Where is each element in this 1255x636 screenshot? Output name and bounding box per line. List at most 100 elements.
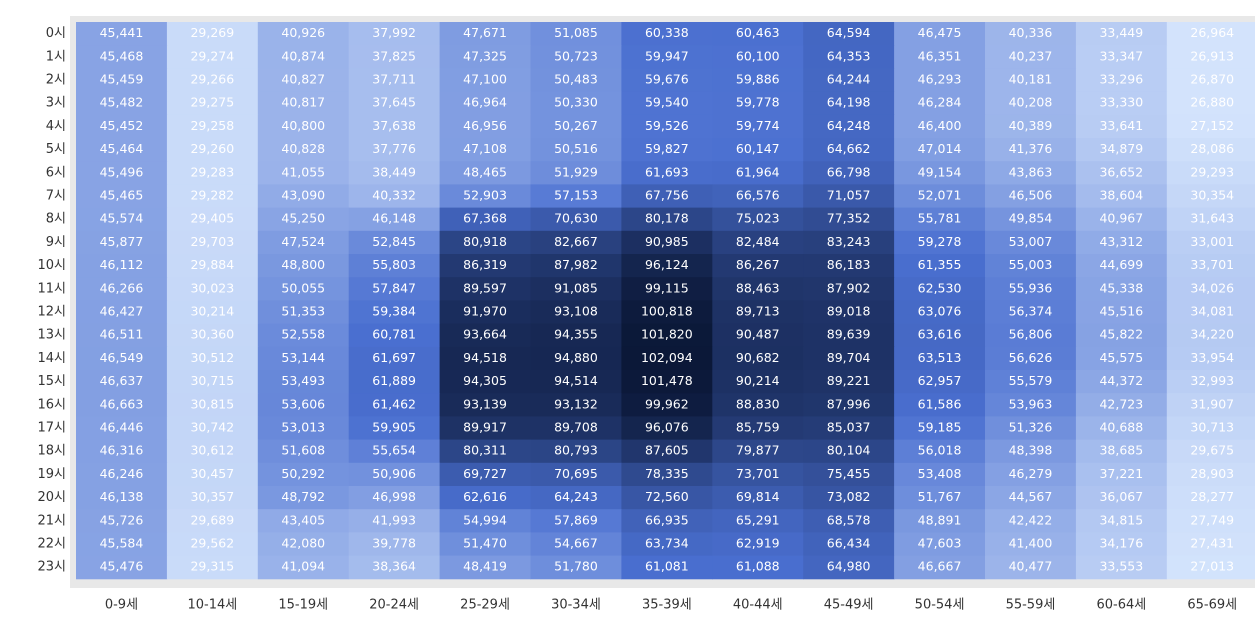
cell-label: 46,446 bbox=[100, 420, 144, 435]
cell-label: 61,462 bbox=[372, 396, 416, 411]
cell bbox=[1166, 370, 1255, 394]
cell-label: 27,749 bbox=[1190, 512, 1234, 527]
cell bbox=[894, 230, 986, 255]
cell-label: 60,147 bbox=[736, 141, 780, 156]
cell bbox=[439, 300, 531, 325]
cell bbox=[985, 114, 1077, 139]
cell-label: 94,355 bbox=[554, 327, 598, 342]
cell-label: 26,870 bbox=[1190, 72, 1234, 87]
cell bbox=[894, 346, 986, 371]
cell-label: 63,513 bbox=[918, 350, 962, 365]
cell bbox=[894, 22, 986, 46]
cell-label: 60,463 bbox=[736, 25, 780, 40]
cell-label: 30,357 bbox=[190, 489, 234, 504]
cell-label: 27,152 bbox=[1190, 118, 1234, 133]
cell bbox=[712, 161, 804, 185]
cell-label: 30,360 bbox=[190, 327, 234, 342]
cell-label: 45,464 bbox=[100, 141, 144, 156]
cell-label: 38,364 bbox=[372, 559, 416, 574]
cell bbox=[894, 207, 986, 232]
cell bbox=[348, 486, 441, 510]
cell bbox=[621, 370, 713, 394]
cell bbox=[348, 22, 441, 46]
cell-label: 57,153 bbox=[554, 188, 598, 203]
cell-label: 94,880 bbox=[554, 350, 598, 365]
cell-label: 67,756 bbox=[645, 188, 689, 203]
cell-label: 42,723 bbox=[1099, 396, 1143, 411]
cell-label: 89,018 bbox=[827, 304, 871, 319]
cell-label: 37,638 bbox=[372, 118, 416, 133]
cell-label: 37,776 bbox=[372, 141, 416, 156]
cell bbox=[257, 207, 350, 232]
cell-label: 28,277 bbox=[1190, 489, 1234, 504]
cell bbox=[76, 346, 168, 371]
cell bbox=[894, 161, 986, 185]
cell-label: 75,455 bbox=[827, 466, 871, 481]
cell-label: 46,637 bbox=[100, 373, 144, 388]
cell-label: 29,703 bbox=[190, 234, 234, 249]
cell bbox=[166, 22, 259, 46]
cell bbox=[439, 114, 531, 139]
cell-label: 50,292 bbox=[281, 466, 325, 481]
cell-label: 42,080 bbox=[281, 536, 325, 551]
cell-label: 50,483 bbox=[554, 72, 598, 87]
cell bbox=[166, 277, 259, 301]
cell bbox=[76, 416, 168, 441]
cell bbox=[1075, 416, 1168, 441]
cell bbox=[348, 114, 441, 139]
cell-label: 45,574 bbox=[100, 211, 144, 226]
cell bbox=[803, 68, 895, 93]
cell-label: 48,891 bbox=[918, 512, 962, 527]
cell bbox=[76, 532, 168, 557]
cell-label: 45,584 bbox=[100, 536, 144, 551]
cell-label: 53,408 bbox=[918, 466, 962, 481]
cell-label: 32,993 bbox=[1190, 373, 1234, 388]
cell-label: 53,013 bbox=[281, 420, 325, 435]
cell bbox=[894, 277, 986, 301]
cell-label: 48,800 bbox=[281, 257, 325, 272]
column-label: 65-69세 bbox=[1187, 598, 1237, 613]
cell-label: 82,667 bbox=[554, 234, 598, 249]
cell-label: 51,780 bbox=[554, 559, 598, 574]
cell-label: 59,384 bbox=[372, 304, 416, 319]
cell-label: 89,708 bbox=[554, 420, 598, 435]
cell-label: 59,676 bbox=[645, 72, 689, 87]
cell-label: 60,100 bbox=[736, 48, 780, 63]
cell-label: 59,185 bbox=[918, 420, 962, 435]
cell-label: 43,090 bbox=[281, 188, 325, 203]
cell-label: 29,884 bbox=[190, 257, 234, 272]
cell bbox=[712, 114, 804, 139]
cell-label: 64,243 bbox=[554, 489, 598, 504]
cell-label: 86,183 bbox=[827, 257, 871, 272]
cell bbox=[803, 277, 895, 301]
cell-label: 56,806 bbox=[1009, 327, 1053, 342]
cell bbox=[530, 138, 622, 162]
cell bbox=[894, 300, 986, 325]
cell-label: 85,037 bbox=[827, 420, 871, 435]
cell bbox=[530, 114, 622, 139]
cell-label: 68,578 bbox=[827, 512, 871, 527]
cell bbox=[166, 161, 259, 185]
cell bbox=[621, 486, 713, 510]
cell-label: 80,178 bbox=[645, 211, 689, 226]
cell-label: 54,994 bbox=[463, 512, 507, 527]
cell bbox=[1166, 416, 1255, 441]
row-label: 12시 bbox=[37, 305, 66, 320]
cell-label: 45,452 bbox=[100, 118, 144, 133]
cell bbox=[894, 393, 986, 417]
cell-label: 40,181 bbox=[1009, 72, 1053, 87]
cell bbox=[166, 300, 259, 325]
cell-label: 56,626 bbox=[1009, 350, 1053, 365]
cell bbox=[76, 114, 168, 139]
cell bbox=[439, 207, 531, 232]
cell-label: 34,176 bbox=[1099, 536, 1143, 551]
cell-label: 40,688 bbox=[1099, 420, 1143, 435]
row-label: 1시 bbox=[46, 49, 66, 64]
cell-label: 87,996 bbox=[827, 396, 871, 411]
column-label: 35-39세 bbox=[642, 598, 692, 613]
cell bbox=[621, 323, 713, 348]
cell bbox=[166, 323, 259, 348]
cell-label: 101,820 bbox=[641, 327, 693, 342]
cell-label: 60,338 bbox=[645, 25, 689, 40]
cell-label: 44,372 bbox=[1099, 373, 1143, 388]
